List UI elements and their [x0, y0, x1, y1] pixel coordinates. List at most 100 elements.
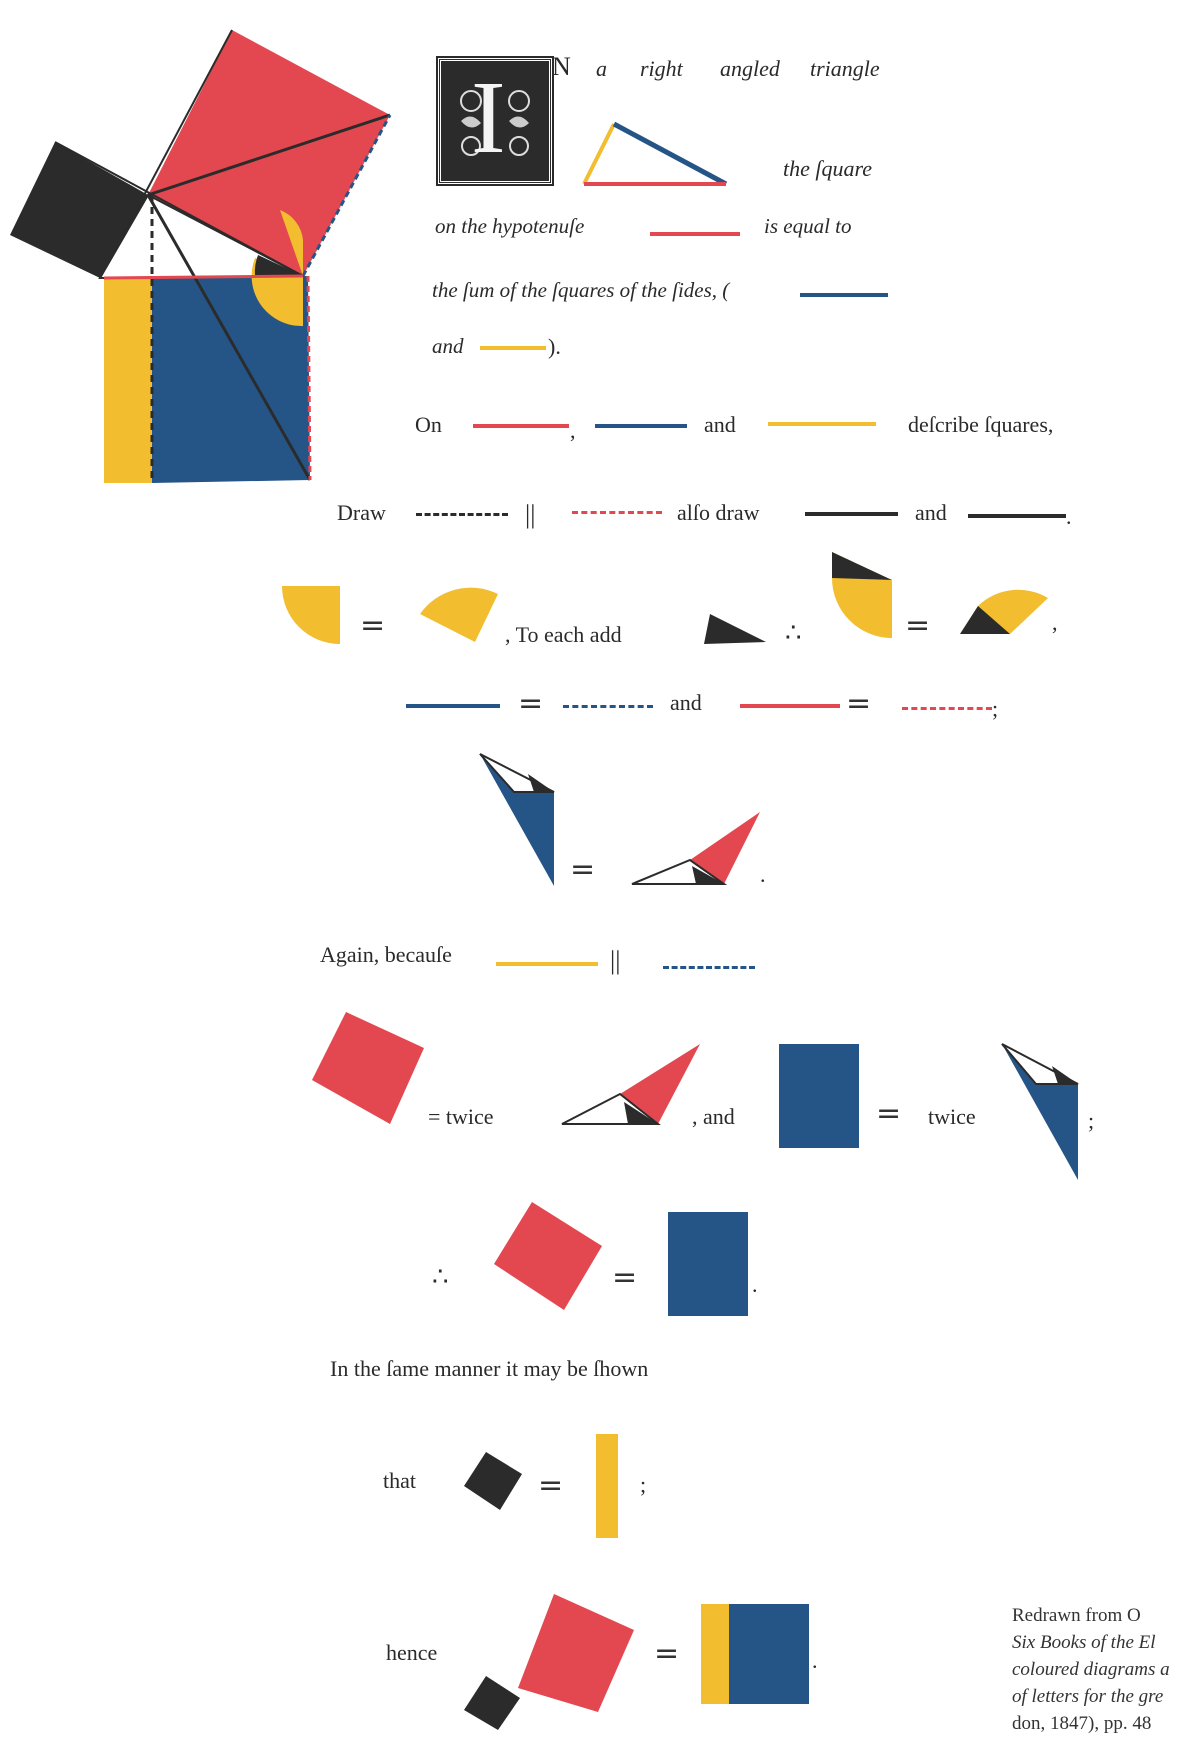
small-triangle-icon [582, 121, 728, 187]
black-line [968, 514, 1066, 518]
diagonal-line [146, 194, 312, 481]
blue-dashed-line [663, 966, 755, 969]
equals-sign: = [876, 1096, 902, 1131]
red-base-line [103, 274, 304, 280]
black-dashed-line [416, 513, 508, 516]
text-semicolon: ; [640, 1472, 647, 1497]
red-square [494, 1202, 602, 1310]
blue-triangle-with-white [479, 753, 555, 886]
blue-line-side [800, 293, 888, 297]
red-square [312, 1012, 424, 1124]
text-semicolon: ; [1088, 1108, 1095, 1133]
text-hence: hence [386, 1640, 438, 1665]
blue-rectangle [668, 1212, 748, 1316]
red-dashed-line [572, 511, 662, 514]
parallel-sign: || [525, 500, 536, 529]
caption-line: Six Books of the El [1012, 1632, 1156, 1653]
red-dashed-line [902, 707, 992, 710]
caption-line: coloured diagrams a [1012, 1659, 1170, 1680]
floral-ornament-icon [460, 90, 530, 156]
text-is-equal-to: is equal to [764, 214, 852, 238]
text-comma: , [570, 418, 576, 443]
yellow-line-side [480, 346, 546, 350]
red-triangle-with-white [561, 1044, 700, 1125]
dashed-red-edge [306, 275, 312, 481]
text-and-italic: and [432, 334, 464, 358]
text-equals-twice: = twice [428, 1104, 494, 1129]
equals-sign: = [654, 1636, 680, 1671]
caption-line: don, 1847), pp. 48 [1012, 1713, 1152, 1734]
blue-line [595, 424, 687, 428]
text-period: . [812, 1648, 818, 1673]
equals-sign: = [538, 1468, 564, 1503]
blue-rectangle [779, 1044, 859, 1148]
black-triangle-wedge [704, 614, 766, 644]
pythagoras-diagram [10, 29, 392, 483]
text-period: . [760, 862, 766, 887]
text-period: . [752, 1272, 758, 1297]
text-triangle: triangle [810, 56, 880, 81]
equals-sign: = [518, 686, 544, 721]
text-twice: twice [928, 1104, 976, 1129]
caption: Redrawn from O Six Books of the El colou… [1012, 1602, 1170, 1737]
equals-sign: = [846, 686, 872, 721]
hypotenuse-square [148, 30, 390, 276]
small-black-square [10, 142, 148, 278]
yellow-sector [280, 210, 303, 276]
blue-rectangle [152, 276, 310, 483]
text-that: that [383, 1468, 416, 1493]
caption-line: of letters for the gre [1012, 1686, 1164, 1707]
blue-triangle-with-white [1001, 1043, 1079, 1180]
text-and: and [704, 412, 736, 437]
therefore-sign: ∴ [785, 618, 802, 647]
blue-line [406, 704, 500, 708]
text-describe-squares: deſcribe ſquares, [908, 412, 1054, 437]
therefore-sign: ∴ [432, 1262, 449, 1291]
black-angle [254, 255, 303, 276]
red-line [740, 704, 840, 708]
yellow-rectangle [104, 278, 152, 483]
text-also-draw: alſo draw [677, 500, 760, 525]
yellow-quarter-sector [282, 586, 340, 644]
black-square [464, 1452, 522, 1510]
parallel-sign: || [610, 946, 621, 975]
initial-rest: N [552, 52, 571, 81]
diagonal-line [99, 29, 233, 279]
initial-letter: I [471, 60, 506, 175]
yellow-black-rotated-sector [960, 589, 1048, 634]
yellow-rectangle [596, 1434, 618, 1538]
text-period: . [1066, 504, 1072, 529]
red-line-hypotenuse [650, 232, 740, 236]
red-line [473, 424, 569, 428]
text-and-draw: and [915, 500, 947, 525]
yellow-line [496, 962, 598, 966]
equals-sign: = [612, 1260, 638, 1295]
text-on: On [415, 412, 442, 437]
text-right: right [640, 56, 683, 81]
yellow-line [768, 422, 876, 426]
yellow-rectangle [701, 1604, 729, 1704]
text-angled: angled [720, 56, 780, 81]
ornamental-initial: I [436, 56, 554, 186]
text-same-manner: In the ſame manner it may be ſhown [330, 1356, 649, 1381]
text-draw: Draw [337, 500, 386, 525]
equals-sign: = [905, 608, 931, 643]
text-comma-and: , and [692, 1104, 735, 1129]
yellow-black-quarter-sector [832, 552, 892, 638]
diagonal-line [54, 141, 304, 277]
text-close-paren: ). [548, 334, 561, 359]
text-comma: , [1052, 610, 1058, 635]
red-triangle-with-white [631, 812, 760, 885]
blue-dashed-line [563, 705, 653, 708]
caption-line: Redrawn from O [1012, 1605, 1141, 1626]
equals-sign: = [570, 852, 596, 887]
squares-combined [464, 1594, 634, 1730]
text-again-because: Again, becauſe [320, 942, 452, 967]
dashed-blue-edge [301, 114, 392, 277]
diagonal-line [147, 113, 391, 197]
text-the-square: the ſquare [783, 156, 872, 181]
text-and: and [670, 690, 702, 715]
black-line [805, 512, 898, 516]
yellow-rotated-sector [420, 587, 498, 642]
text-sum-of-squares: the ſum of the ſquares of the ſides, ( [432, 278, 730, 302]
